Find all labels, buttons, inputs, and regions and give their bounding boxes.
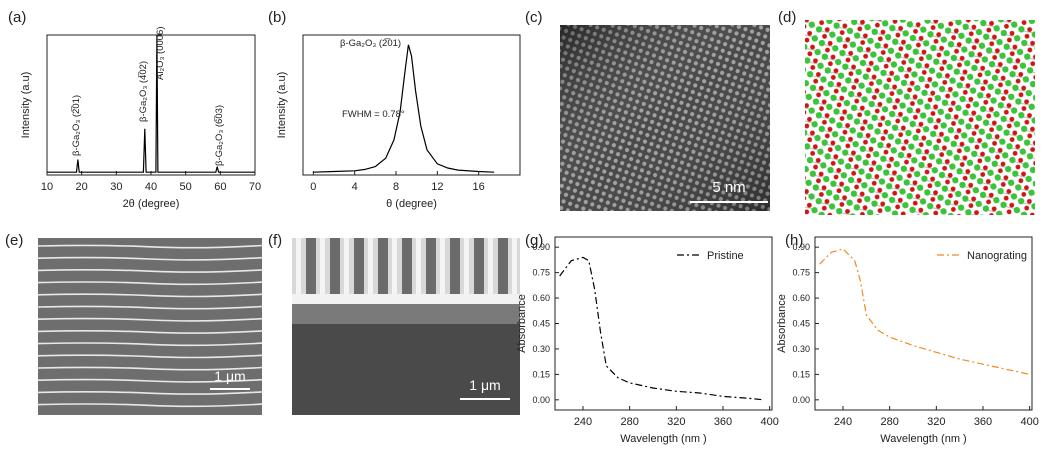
data-line [313,44,495,173]
panel-label: (b) [268,9,286,26]
scale-bar-label: 5 nm [712,179,745,196]
x-tick-label: 0 [310,181,316,193]
x-tick-label: 360 [974,416,992,428]
panel-label: (e) [5,232,23,249]
x-tick-label: 280 [620,416,638,428]
y-tick-label: 0.90 [532,242,550,252]
grating-line [37,342,263,347]
x-tick-label: 16 [473,181,485,193]
panel-label: (h) [785,232,803,249]
x-tick-label: 50 [180,181,192,193]
plot-frame [302,34,521,176]
y-tick-label: 0.90 [792,242,810,252]
plot-frame [554,236,773,411]
sem-top-view: 1 μm [37,238,263,415]
y-tick-label: 0.45 [792,319,810,329]
sem-cross-section: 1 μm [292,238,520,415]
y-tick-label: 0.15 [532,369,550,379]
x-axis-label: 2θ (degree) [123,198,180,210]
x-tick-label: 360 [714,416,732,428]
grating-line [37,403,263,408]
data-line [47,34,255,173]
y-tick-label: 0.60 [532,293,550,303]
x-tick-label: 40 [145,181,157,193]
grating-line [37,366,263,371]
panel-label: (c) [525,9,543,26]
grating-line [37,354,263,359]
x-tick-label: 60 [214,181,226,193]
y-axis-label: Intensity (a.u) [20,72,32,139]
x-tick-label: 240 [574,416,592,428]
grating-line [37,378,263,383]
x-tick-label: 240 [834,416,852,428]
x-axis-label: Wavelength (nm ) [620,433,706,445]
annotation: β-Ga₂O₃ (2̅01) [340,38,401,49]
panel-label: (g) [525,232,543,249]
panel-label: (d) [778,9,796,26]
x-tick-label: 400 [760,416,778,428]
panel-label: (f) [268,232,282,249]
grating-line [37,391,263,395]
y-tick-label: 0.00 [532,395,550,405]
y-tick-label: 0.00 [792,395,810,405]
grating-line [37,281,263,286]
x-tick-label: 4 [352,181,358,193]
x-tick-label: 280 [880,416,898,428]
x-tick-label: 70 [249,181,261,193]
grating-line [37,330,263,334]
annotation: β-Ga₂O₃ (2̅01) [71,95,82,156]
legend-label: Nanograting [967,250,1027,262]
grating-line [37,256,263,261]
x-tick-label: 30 [110,181,122,193]
y-tick-label: 0.75 [532,268,550,278]
y-tick-label: 0.75 [792,268,810,278]
x-axis-label: Wavelength (nm ) [880,433,966,445]
y-tick-label: 0.30 [532,344,550,354]
y-axis-label: Intensity (a.u) [276,72,288,139]
annotation: FWHM = 0.78° [342,109,405,120]
atomic-model [805,20,1035,215]
grating-line [37,293,263,298]
y-axis-label: Absorbance [776,294,788,353]
x-tick-label: 8 [393,181,399,193]
x-tick-label: 320 [927,416,945,428]
data-line [559,256,764,401]
y-tick-label: 0.45 [532,319,550,329]
x-tick-label: 12 [431,181,443,193]
x-axis-label: θ (degree) [386,198,437,210]
x-tick-label: 400 [1020,416,1038,428]
x-tick-label: 20 [76,181,88,193]
x-tick-label: 10 [41,181,53,193]
annotation: β-Ga₂O₃ (6̅03) [214,105,225,166]
scale-bar-label: 1 μm [214,368,245,384]
y-tick-label: 0.30 [792,344,810,354]
annotation: Al₂O₃ (0006) [155,27,166,81]
panel-label: (a) [8,9,26,26]
data-line [819,248,1030,375]
legend-label: Pristine [707,250,744,262]
y-tick-label: 0.60 [792,293,810,303]
plot-frame [814,236,1033,411]
grating-line [37,244,263,249]
scale-bar-label: 1 μm [469,377,500,393]
grating-line [37,269,263,273]
grating-line [37,305,263,310]
hrtem-image: 5 nm [560,25,770,211]
annotation: β-Ga₂O₃ (4̅02) [138,61,149,122]
x-tick-label: 320 [667,416,685,428]
y-tick-label: 0.15 [792,369,810,379]
y-axis-label: Absorbance [516,294,528,353]
grating-line [37,317,263,322]
